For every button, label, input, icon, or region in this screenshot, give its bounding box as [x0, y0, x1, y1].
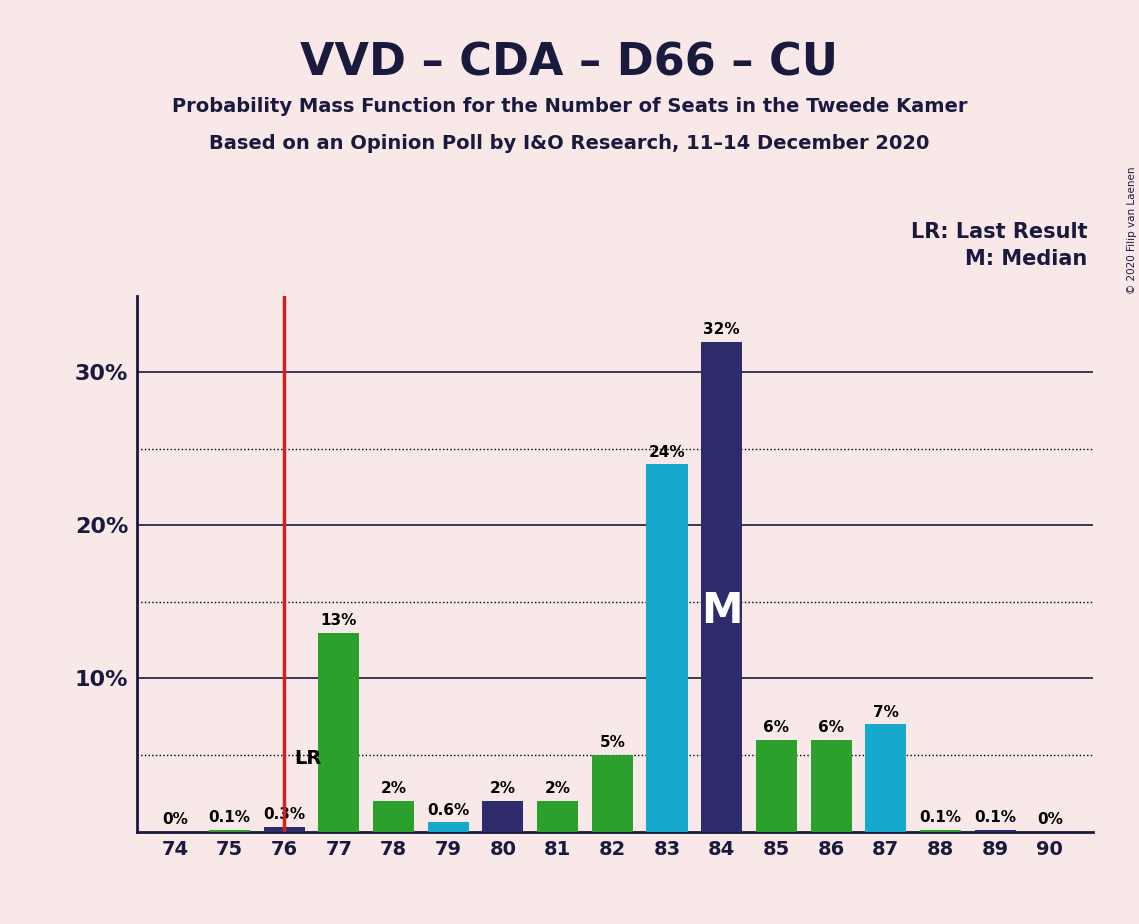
Bar	[866, 724, 907, 832]
Bar	[647, 464, 688, 832]
Text: 6%: 6%	[763, 720, 789, 736]
Text: 6%: 6%	[818, 720, 844, 736]
Text: 0.1%: 0.1%	[919, 810, 961, 825]
Text: © 2020 Filip van Laenen: © 2020 Filip van Laenen	[1126, 166, 1137, 294]
Text: Based on an Opinion Poll by I&O Research, 11–14 December 2020: Based on an Opinion Poll by I&O Research…	[210, 134, 929, 153]
Text: 5%: 5%	[599, 736, 625, 750]
Text: 2%: 2%	[544, 782, 571, 796]
Bar	[210, 830, 251, 832]
Text: 0.1%: 0.1%	[974, 810, 1016, 825]
Bar	[319, 633, 360, 832]
Bar	[264, 827, 305, 832]
Text: 0%: 0%	[162, 812, 188, 827]
Text: VVD – CDA – D66 – CU: VVD – CDA – D66 – CU	[301, 42, 838, 85]
Text: 13%: 13%	[321, 613, 358, 628]
Text: 2%: 2%	[380, 782, 407, 796]
Text: LR: LR	[294, 748, 321, 768]
Bar	[374, 801, 415, 832]
Text: LR: Last Result: LR: Last Result	[911, 222, 1088, 242]
Text: 7%: 7%	[872, 705, 899, 720]
Bar	[811, 740, 852, 832]
Bar	[975, 830, 1016, 832]
Text: 32%: 32%	[704, 322, 740, 337]
Text: 24%: 24%	[649, 444, 686, 459]
Bar	[592, 755, 633, 832]
Text: 0.1%: 0.1%	[208, 810, 251, 825]
Text: 0.6%: 0.6%	[427, 803, 469, 818]
Bar	[702, 342, 743, 832]
Bar	[538, 801, 579, 832]
Text: M: M	[700, 590, 743, 632]
Text: M: Median: M: Median	[966, 249, 1088, 270]
Text: 2%: 2%	[490, 782, 516, 796]
Text: 0.3%: 0.3%	[263, 808, 305, 822]
Text: 0%: 0%	[1036, 812, 1063, 827]
Bar	[920, 830, 961, 832]
Text: Probability Mass Function for the Number of Seats in the Tweede Kamer: Probability Mass Function for the Number…	[172, 97, 967, 116]
Bar	[428, 822, 469, 832]
Bar	[483, 801, 524, 832]
Bar	[756, 740, 797, 832]
